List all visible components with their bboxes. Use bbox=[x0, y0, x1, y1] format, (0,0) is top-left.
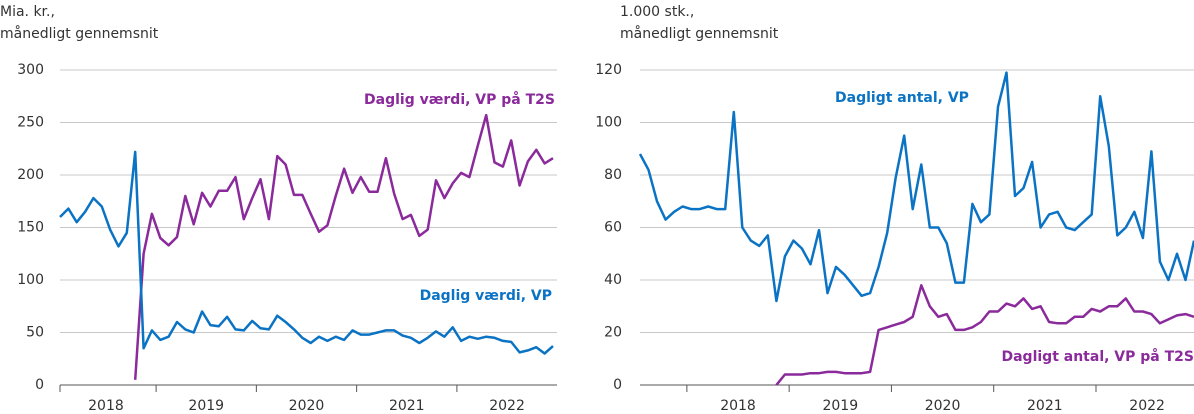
series-line bbox=[775, 284, 1194, 386]
y-tick-label: 150 bbox=[17, 220, 44, 236]
y-tick-label: 200 bbox=[17, 167, 44, 183]
y-axis-label: månedligt gennemsnit bbox=[620, 25, 779, 42]
y-tick-label: 300 bbox=[17, 62, 44, 78]
y-tick-label: 80 bbox=[604, 167, 622, 183]
x-tick-label: 2022 bbox=[489, 398, 525, 414]
y-axis-label: Mia. kr., bbox=[0, 4, 55, 20]
y-tick-label: 100 bbox=[17, 272, 44, 288]
x-tick-label: 2018 bbox=[88, 398, 124, 414]
x-tick-label: 2018 bbox=[720, 398, 756, 414]
y-tick-label: 250 bbox=[17, 115, 44, 131]
y-axis-label: 1.000 stk., bbox=[620, 4, 694, 20]
series-label: Daglig værdi, VP på T2S bbox=[364, 91, 555, 108]
x-tick-label: 2021 bbox=[389, 398, 425, 414]
x-tick-label: 2021 bbox=[1027, 398, 1063, 414]
y-axis-label: månedligt gennemsnit bbox=[0, 25, 159, 42]
series-line bbox=[59, 150, 554, 355]
x-tick-label: 2020 bbox=[925, 398, 961, 414]
series-label: Daglig værdi, VP bbox=[420, 288, 552, 304]
series-label: Dagligt antal, VP på T2S bbox=[1001, 348, 1194, 365]
series-label: Dagligt antal, VP bbox=[835, 90, 969, 106]
series-line bbox=[638, 71, 1194, 303]
y-tick-label: 40 bbox=[604, 272, 622, 288]
y-tick-label: 60 bbox=[604, 220, 622, 236]
y-tick-label: 0 bbox=[613, 377, 622, 393]
x-tick-label: 2019 bbox=[822, 398, 858, 414]
x-tick-label: 2020 bbox=[289, 398, 325, 414]
y-tick-label: 0 bbox=[35, 377, 44, 393]
x-tick-label: 2019 bbox=[188, 398, 224, 414]
x-tick-label: 2022 bbox=[1129, 398, 1165, 414]
y-tick-label: 120 bbox=[595, 62, 622, 78]
y-tick-label: 50 bbox=[26, 325, 44, 341]
y-tick-label: 20 bbox=[604, 325, 622, 341]
y-tick-label: 100 bbox=[595, 115, 622, 131]
series-line bbox=[133, 113, 554, 380]
